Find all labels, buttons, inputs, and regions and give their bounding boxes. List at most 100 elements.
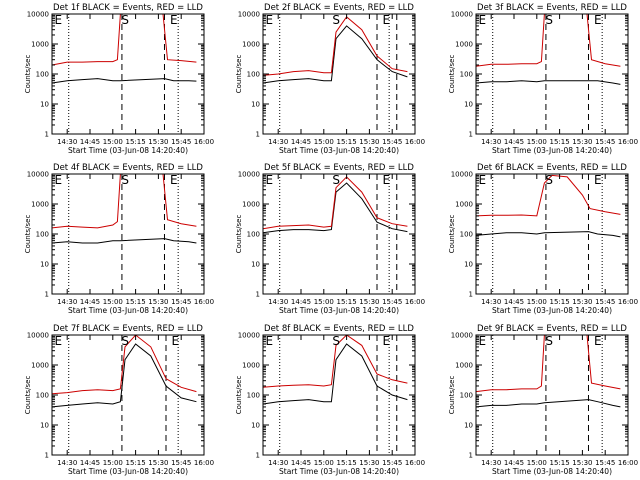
interval-marker-label: E [172,334,180,348]
panel-title: Det 5f BLACK = Events, RED = LLD [264,163,414,173]
series-line-events [475,231,621,238]
x-tick-label: 15:30 [572,459,592,467]
x-tick-label: 15:00 [103,138,123,146]
y-tick-label: 10000 [238,11,260,19]
interval-marker-label: S [545,334,553,348]
x-tick-label: 16:00 [194,138,214,146]
panel-title: Det 2f BLACK = Events, RED = LLD [264,3,414,13]
y-axis-label: Counts/sec [448,215,456,254]
y-tick-label: 1000 [242,362,260,370]
y-tick-label: 10 [464,422,473,430]
y-tick-label: 100 [460,231,473,239]
panel-title: Det 8f BLACK = Events, RED = LLD [264,324,414,334]
detector-panel: Det 5f BLACK = Events, RED = LLD 1 10 100 10… [235,163,425,315]
x-tick-label: 15:30 [148,138,168,146]
x-tick-label: 14:45 [504,459,524,467]
series-line-lld [51,173,197,229]
y-tick-label: 10000 [238,332,260,340]
y-tick-label: 10000 [27,171,49,179]
panel-title: Det 3f BLACK = Events, RED = LLD [477,3,627,13]
plot-frame [262,13,416,135]
y-tick-label: 100 [460,392,473,400]
x-axis-label: Start Time (03-Jun-08 14:20:40) [68,146,188,155]
series-line-events [475,399,621,408]
x-tick-label: 15:45 [595,138,615,146]
detector-panel: Det 9f BLACK = Events, RED = LLD 1 10 100 10… [448,324,638,476]
x-tick-label: 14:45 [504,138,524,146]
y-tick-label: 10000 [27,11,49,19]
x-tick-label: 15:45 [382,459,402,467]
x-tick-label: 15:00 [314,298,334,306]
y-tick-label: 1000 [242,41,260,49]
interval-marker-label: S [121,173,129,187]
y-axis-label: Counts/sec [235,376,243,415]
plot-frame [475,173,629,295]
detector-panel: Det 2f BLACK = Events, RED = LLD 1 10 100 10… [235,3,425,155]
x-tick-label: 15:15 [550,138,570,146]
x-tick-label: 15:00 [527,298,547,306]
x-tick-label: 14:45 [291,298,311,306]
y-tick-label: 1 [469,131,473,139]
x-tick-label: 16:00 [405,138,425,146]
y-axis-label: Counts/sec [235,215,243,254]
x-tick-label: 14:30 [268,298,288,306]
y-tick-label: 10 [40,261,49,269]
plot-frame [51,173,205,295]
y-tick-label: 1 [469,291,473,299]
y-tick-label: 1000 [31,201,49,209]
y-axis-label: Counts/sec [448,376,456,415]
x-tick-label: 15:00 [103,298,123,306]
x-tick-label: 15:00 [527,138,547,146]
x-tick-label: 15:45 [595,298,615,306]
y-tick-label: 10000 [451,332,473,340]
x-tick-label: 15:15 [550,459,570,467]
x-tick-label: 15:45 [382,298,402,306]
x-tick-label: 15:15 [126,138,146,146]
x-tick-label: 15:15 [126,459,146,467]
x-tick-label: 16:00 [618,138,638,146]
x-tick-label: 14:30 [268,459,288,467]
y-tick-label: 1 [256,291,260,299]
x-tick-label: 15:30 [148,459,168,467]
y-tick-label: 10000 [238,171,260,179]
x-tick-label: 15:15 [337,138,357,146]
x-axis-label: Start Time (03-Jun-08 14:20:40) [279,467,399,476]
x-tick-label: 15:00 [314,138,334,146]
interval-marker-label: E [170,173,178,187]
x-tick-label: 15:45 [382,138,402,146]
y-tick-label: 100 [460,71,473,79]
interval-marker-label: E [594,334,602,348]
y-tick-label: 10 [464,261,473,269]
panel-title: Det 4f BLACK = Events, RED = LLD [53,163,203,173]
y-axis-label: Counts/sec [24,376,32,415]
x-tick-label: 14:30 [57,298,77,306]
interval-marker-label: E [266,334,274,348]
y-tick-label: 10 [251,101,260,109]
x-tick-label: 16:00 [194,459,214,467]
x-tick-label: 14:30 [268,138,288,146]
y-axis-label: Counts/sec [24,215,32,254]
x-tick-label: 15:15 [337,298,357,306]
x-tick-label: 15:30 [359,459,379,467]
x-tick-label: 14:45 [504,298,524,306]
y-tick-label: 1000 [455,201,473,209]
y-axis-label: Counts/sec [448,55,456,94]
y-tick-label: 10 [464,101,473,109]
plot-frame [262,173,416,295]
interval-marker-label: E [55,173,63,187]
y-tick-label: 10000 [27,332,49,340]
x-tick-label: 15:00 [103,459,123,467]
series-line-events [51,78,197,84]
interval-marker-label: S [545,173,553,187]
x-tick-label: 14:45 [80,459,100,467]
y-tick-label: 100 [36,71,49,79]
y-tick-label: 100 [36,392,49,400]
x-tick-label: 16:00 [194,298,214,306]
detector-panel: Det 1f BLACK = Events, RED = LLD 1 10 100 10… [24,3,214,155]
panel-title: Det 6f BLACK = Events, RED = LLD [477,163,627,173]
x-tick-label: 16:00 [405,459,425,467]
series-line-lld [262,16,408,76]
y-tick-label: 100 [247,392,260,400]
x-tick-label: 16:00 [405,298,425,306]
